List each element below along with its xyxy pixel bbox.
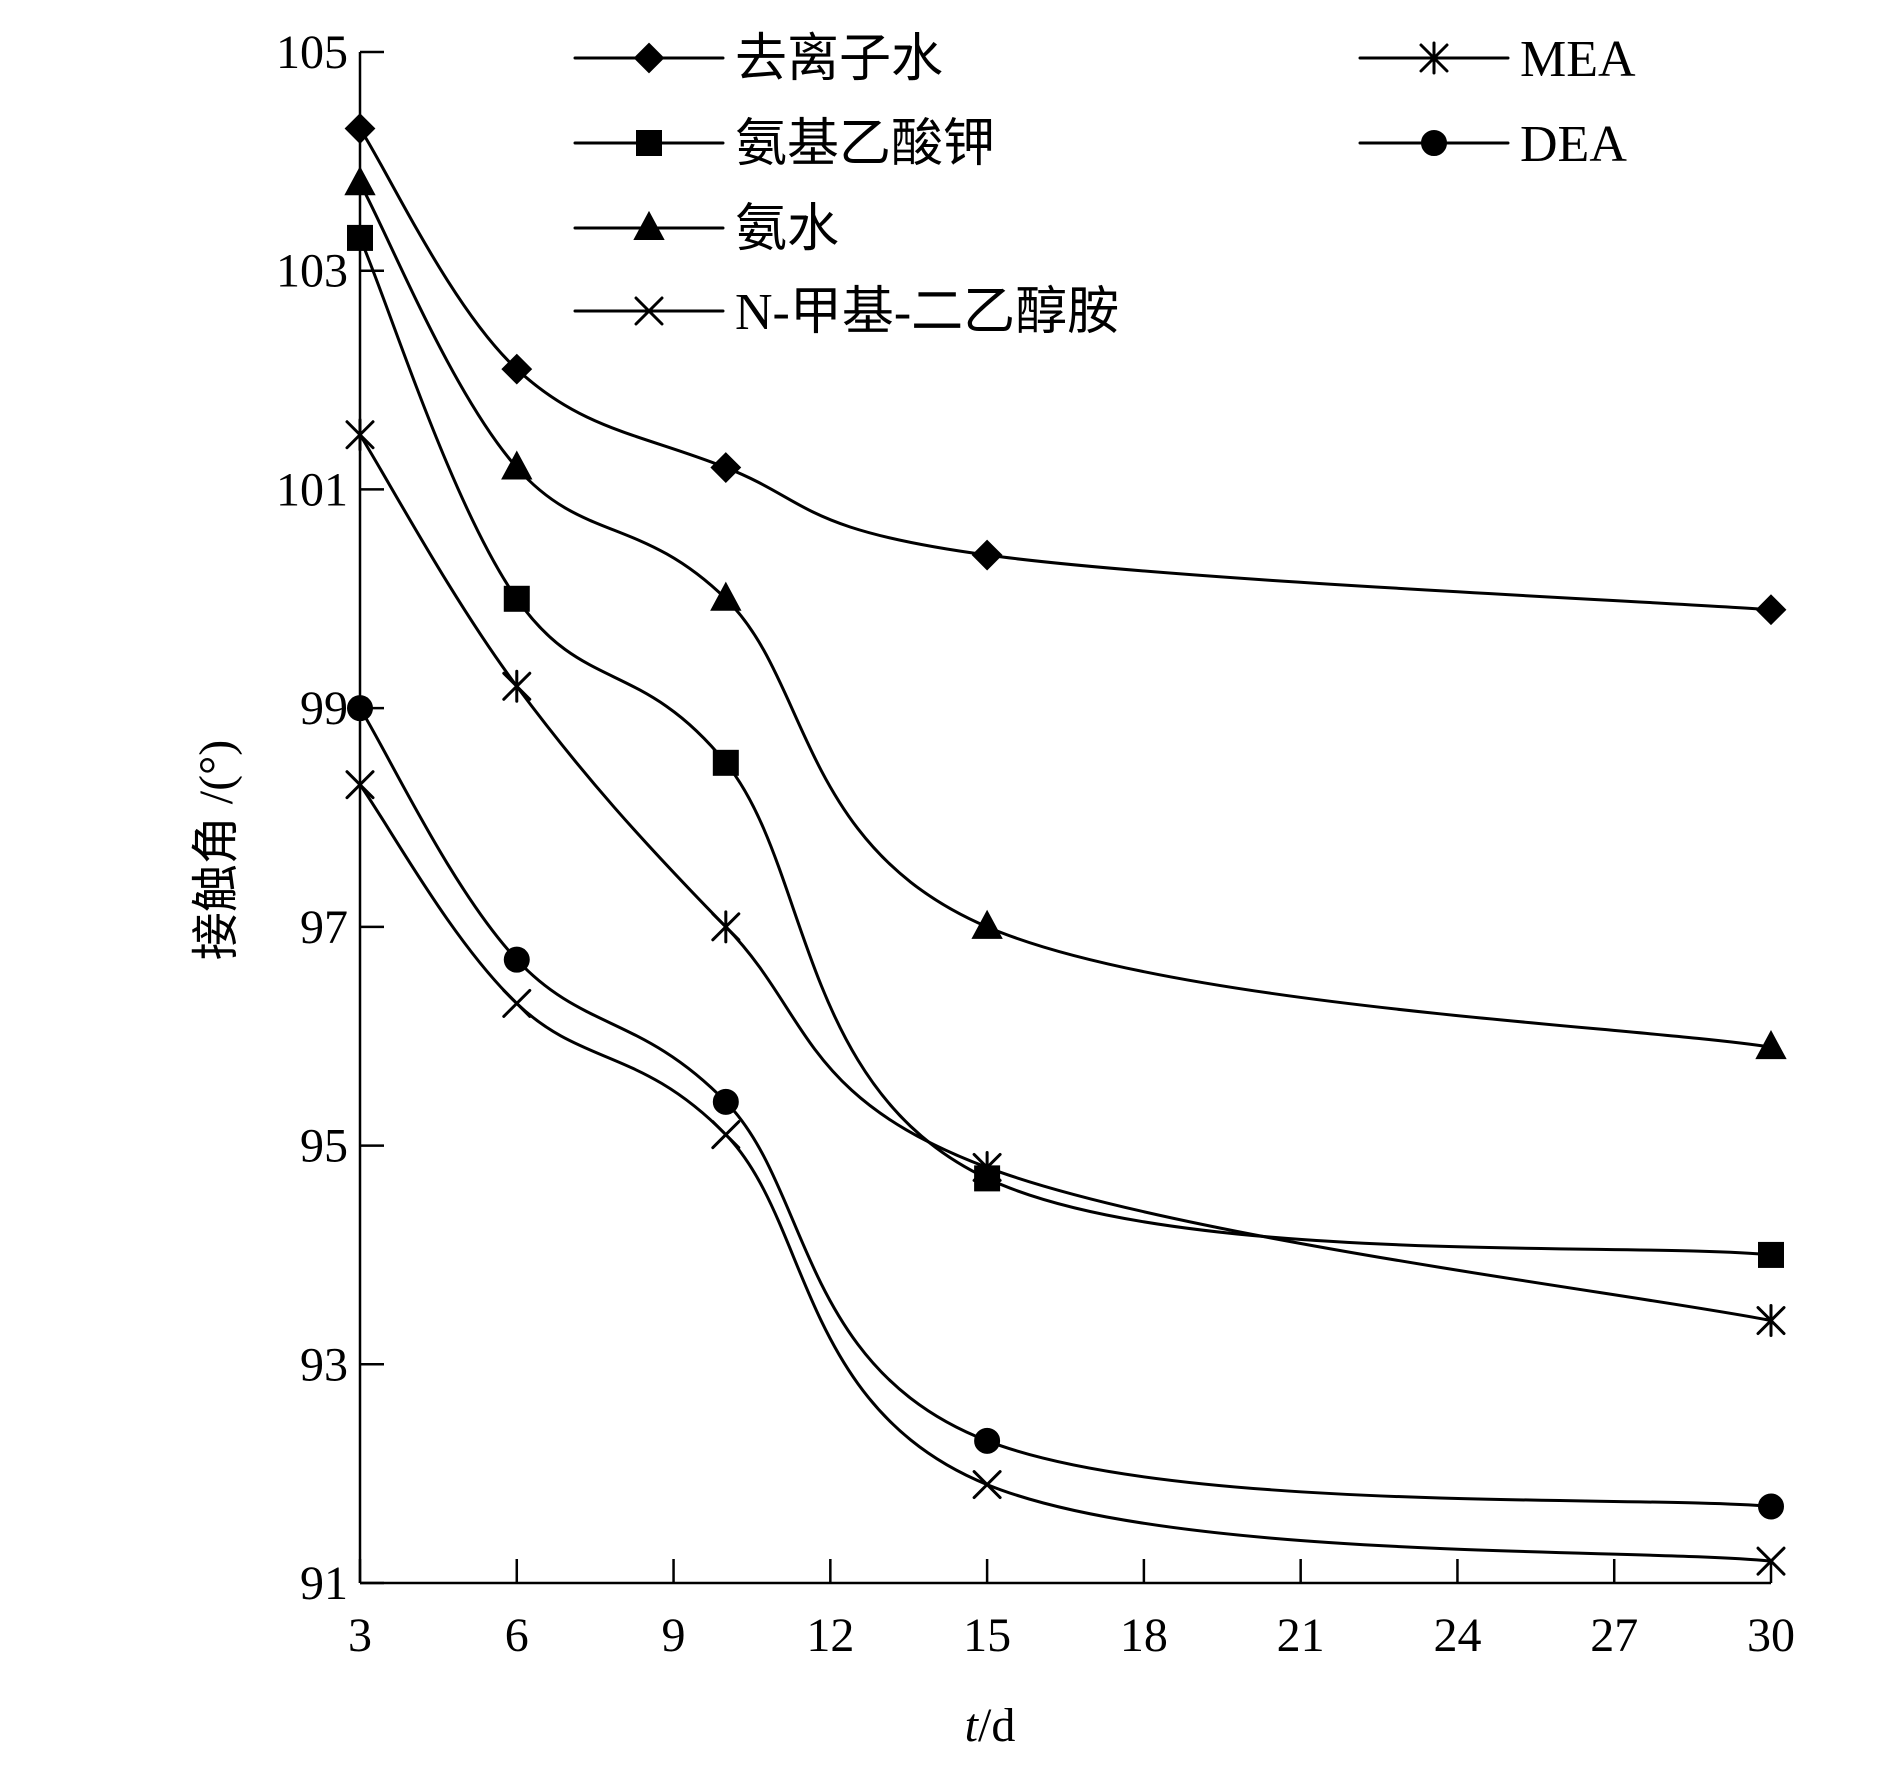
legend-marker — [1419, 41, 1449, 75]
data-point — [503, 585, 530, 612]
x-tick-label: 9 — [662, 1609, 686, 1662]
data-point — [971, 539, 1003, 571]
series-line — [358, 236, 1773, 1257]
legend-item: MEA — [1358, 31, 1636, 88]
data-point — [711, 1120, 741, 1150]
series-line — [358, 127, 1773, 612]
legend-item: 去离子水 — [573, 31, 943, 88]
data-point — [502, 669, 532, 703]
data-point — [1758, 1493, 1784, 1520]
series-1 — [344, 113, 1787, 626]
series-line — [358, 433, 1773, 1323]
legend-item: N-甲基-二乙醇胺 — [573, 284, 1119, 341]
series-layer — [344, 113, 1787, 1576]
legend-label: 氨基乙酸钾 — [735, 116, 995, 173]
x-tick-label: 15 — [963, 1609, 1011, 1662]
data-point — [347, 695, 373, 722]
y-tick-label: 91 — [300, 1557, 348, 1610]
data-point — [974, 1427, 1001, 1454]
series-line — [358, 706, 1773, 1508]
y-tick-label: 103 — [276, 245, 348, 298]
y-tick-label: 105 — [276, 26, 348, 79]
legend-item: DEA — [1358, 116, 1627, 173]
series-4 — [345, 770, 1786, 1576]
series-3 — [344, 166, 1787, 1060]
series-6 — [347, 695, 1784, 1520]
x-axis-title-var: t — [965, 1699, 980, 1752]
y-tick-label: 97 — [300, 901, 348, 954]
data-point — [711, 910, 741, 944]
legend-label: N-甲基-二乙醇胺 — [735, 284, 1119, 341]
data-point — [712, 749, 739, 776]
x-axis-title: t/d — [965, 1699, 1016, 1752]
data-point — [501, 353, 533, 385]
data-point — [1756, 1546, 1786, 1576]
data-point — [972, 1150, 1002, 1184]
y-tick-label: 99 — [300, 682, 348, 735]
legend-marker — [633, 210, 665, 240]
data-point — [344, 113, 376, 144]
x-tick-label: 24 — [1433, 1609, 1481, 1662]
legend-item: 氨基乙酸钾 — [573, 116, 995, 173]
legend-marker — [633, 42, 665, 74]
legend-marker — [636, 130, 662, 156]
data-point — [971, 909, 1003, 939]
data-point — [972, 1470, 1002, 1500]
x-tick-label: 6 — [505, 1609, 529, 1662]
legend-label: 去离子水 — [735, 31, 943, 88]
y-tick-label: 95 — [300, 1120, 348, 1173]
data-point — [347, 224, 373, 251]
data-point — [1755, 594, 1787, 626]
y-tick-label: 101 — [276, 463, 348, 516]
data-point — [710, 581, 742, 611]
data-point — [503, 946, 530, 973]
x-tick-label: 30 — [1747, 1609, 1795, 1662]
x-tick-label: 12 — [806, 1609, 854, 1662]
data-point — [344, 166, 376, 196]
data-point — [1755, 1030, 1787, 1060]
y-axis-title: 接触角 /(°) — [190, 740, 243, 961]
ticks: 91 93 95 97 99 101 103 105 3 6 9 12 15 18 21 24 27 30 — [276, 26, 1795, 1662]
legend-label: 氨水 — [735, 201, 839, 258]
legend-label: DEA — [1520, 116, 1627, 173]
x-tick-label: 21 — [1277, 1609, 1325, 1662]
series-5 — [345, 418, 1786, 1338]
data-point — [502, 988, 532, 1018]
legend-marker — [1421, 130, 1447, 156]
data-point — [501, 450, 533, 480]
x-tick-label: 27 — [1590, 1609, 1638, 1662]
data-point — [345, 418, 375, 452]
x-tick-label: 18 — [1120, 1609, 1168, 1662]
data-point — [712, 1088, 739, 1115]
data-point — [1756, 1304, 1786, 1338]
x-axis-title-unit: /d — [978, 1699, 1015, 1752]
legend-marker — [634, 296, 664, 326]
data-point — [1758, 1241, 1784, 1268]
legend-item: 氨水 — [573, 201, 839, 258]
data-point — [345, 770, 375, 800]
y-tick-label: 93 — [300, 1338, 348, 1391]
series-line — [358, 783, 1773, 1563]
axes — [358, 52, 1771, 1585]
data-point — [710, 452, 742, 483]
x-tick-label: 3 — [348, 1609, 372, 1662]
legend-label: MEA — [1520, 31, 1636, 88]
series-line — [358, 181, 1773, 1049]
